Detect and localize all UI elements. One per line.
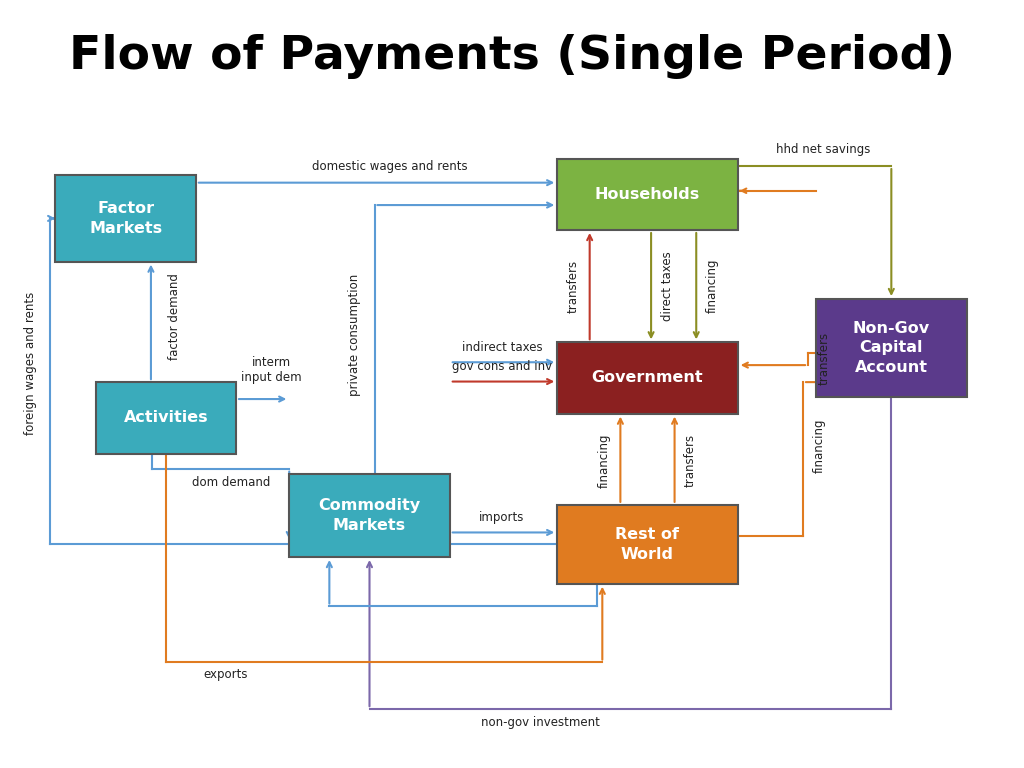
Text: direct taxes: direct taxes [660,251,674,321]
Text: transfers: transfers [817,333,830,386]
FancyBboxPatch shape [816,299,967,397]
Text: Activities: Activities [124,410,208,425]
Text: financing: financing [598,433,611,488]
FancyBboxPatch shape [95,382,236,454]
Text: Factor
Markets: Factor Markets [89,201,162,236]
Text: Rest of
World: Rest of World [615,527,680,561]
Text: Households: Households [595,187,700,202]
Text: domestic wages and rents: domestic wages and rents [311,160,467,173]
FancyBboxPatch shape [557,158,737,230]
Text: financing: financing [813,419,825,473]
Text: interm
input dem: interm input dem [241,356,301,385]
Text: exports: exports [204,668,248,681]
Text: transfers: transfers [684,434,697,488]
Text: Non-Gov
Capital
Account: Non-Gov Capital Account [853,320,930,376]
FancyBboxPatch shape [557,505,737,584]
Text: imports: imports [479,511,524,524]
FancyBboxPatch shape [289,475,450,557]
Text: foreign wages and rents: foreign wages and rents [24,291,37,435]
FancyBboxPatch shape [55,175,196,262]
Text: Commodity
Markets: Commodity Markets [318,498,421,533]
Text: dom demand: dom demand [191,475,270,488]
Text: hhd net savings: hhd net savings [776,143,870,156]
Text: factor demand: factor demand [168,273,180,359]
Text: private consumption: private consumption [348,274,360,396]
Text: gov cons and inv: gov cons and inv [452,360,552,373]
Text: non-gov investment: non-gov investment [480,717,599,729]
Text: transfers: transfers [567,260,581,313]
Text: Flow of Payments (Single Period): Flow of Payments (Single Period) [69,34,955,79]
Text: Government: Government [592,370,703,386]
FancyBboxPatch shape [557,343,737,414]
Text: indirect taxes: indirect taxes [462,341,543,354]
Text: financing: financing [706,259,719,313]
